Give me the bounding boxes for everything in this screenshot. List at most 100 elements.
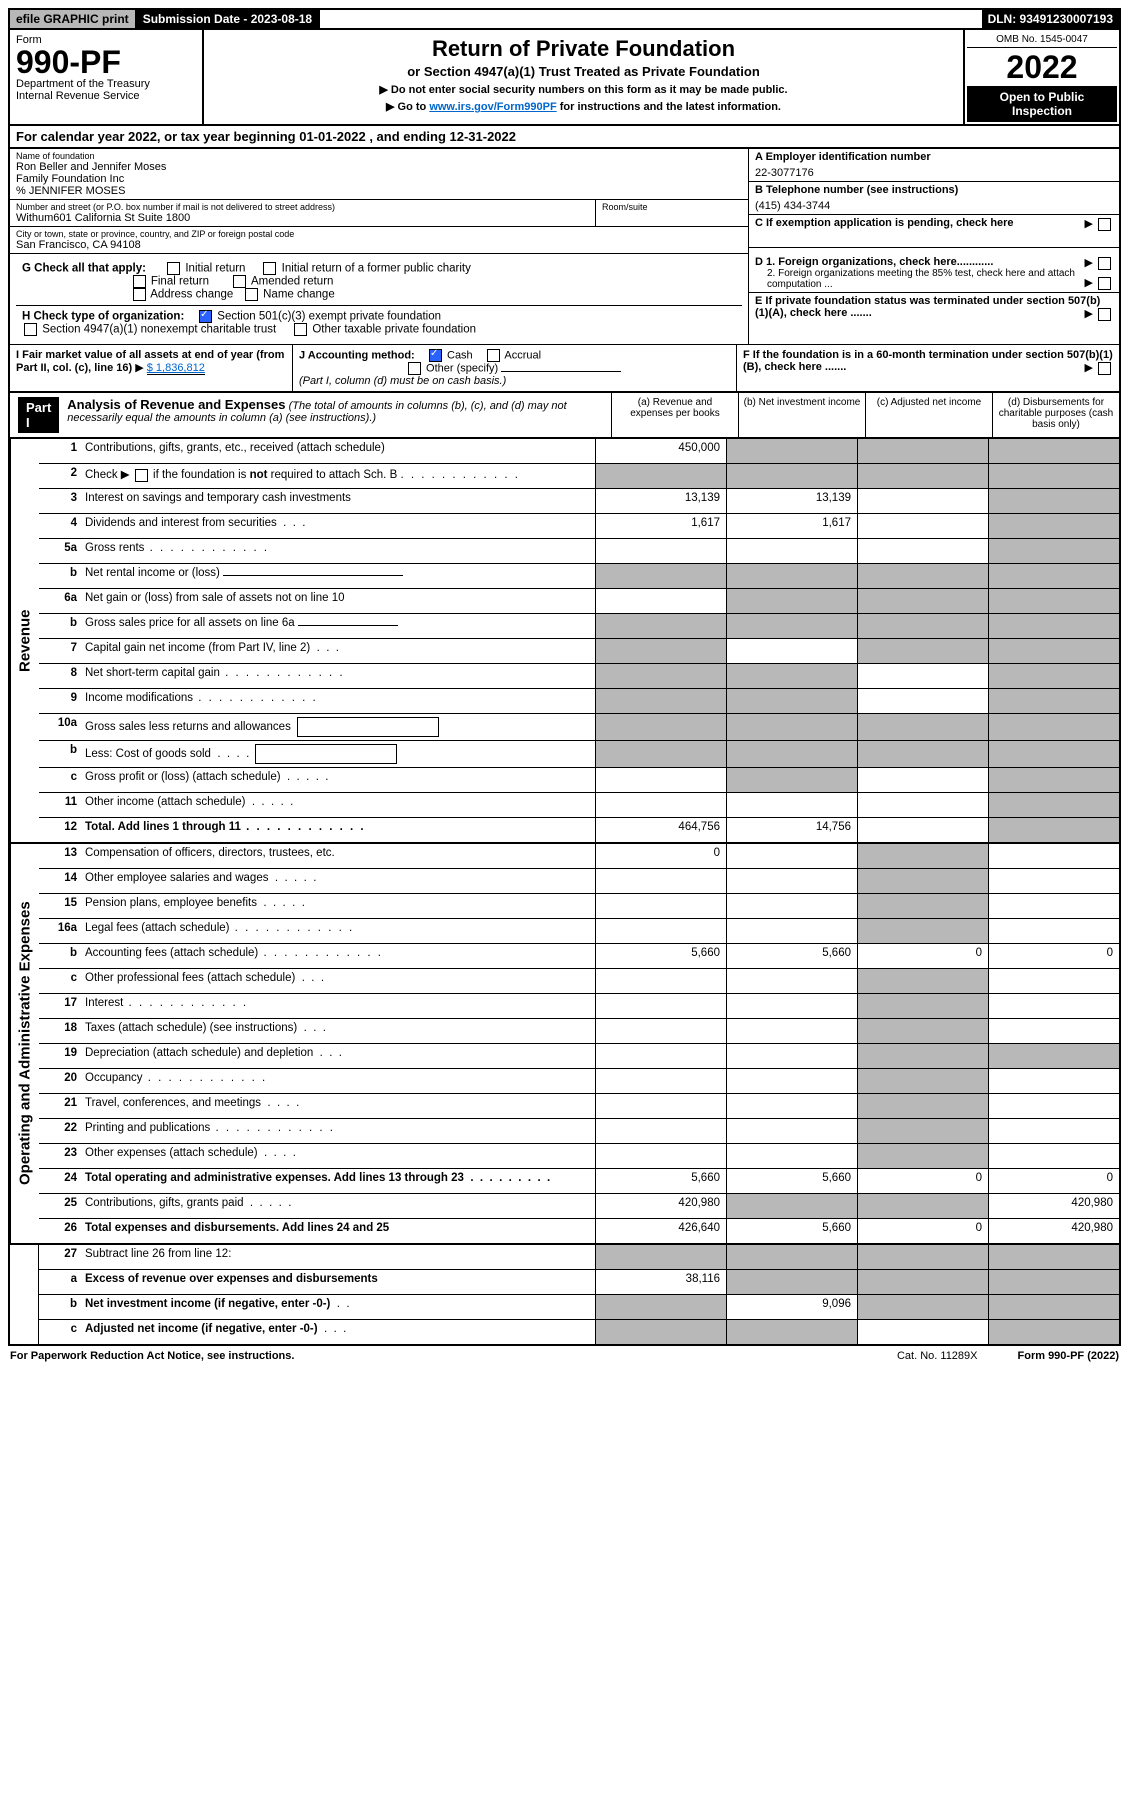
j-accrual-checkbox[interactable] (487, 349, 500, 362)
form-title: Return of Private Foundation (214, 36, 953, 62)
dept-line1: Department of the Treasury (16, 78, 196, 90)
form-subtitle: or Section 4947(a)(1) Trust Treated as P… (214, 64, 953, 79)
row-1-a: 450,000 (595, 439, 726, 463)
footer-left: For Paperwork Reduction Act Notice, see … (10, 1350, 294, 1362)
f-label: F If the foundation is in a 60-month ter… (743, 349, 1113, 373)
form-header: Form 990-PF Department of the Treasury I… (8, 30, 1121, 126)
revenue-section: Revenue 1Contributions, gifts, grants, e… (8, 439, 1121, 844)
j-note: (Part I, column (d) must be on cash basi… (299, 375, 506, 387)
j-other-checkbox[interactable] (408, 362, 421, 375)
col-a-header: (a) Revenue and expenses per books (611, 393, 738, 437)
footer-right: Form 990-PF (2022) (1018, 1350, 1120, 1362)
row-15-desc: Pension plans, employee benefits . . . .… (81, 894, 595, 918)
row-10c-desc: Gross profit or (loss) (attach schedule)… (81, 768, 595, 792)
row-23-desc: Other expenses (attach schedule) . . . . (81, 1144, 595, 1168)
expenses-section: Operating and Administrative Expenses 13… (8, 844, 1121, 1245)
address-value: Withum601 California St Suite 1800 (16, 212, 589, 224)
foundation-name-1: Ron Beller and Jennifer Moses (16, 161, 742, 173)
h-label: H Check type of organization: (22, 311, 184, 323)
g-label: G Check all that apply: (22, 263, 146, 275)
row-27c-desc: Adjusted net income (if negative, enter … (81, 1320, 595, 1344)
part1-header: Part I Analysis of Revenue and Expenses … (8, 393, 1121, 439)
omb-number: OMB No. 1545-0047 (967, 32, 1117, 48)
h-4947-checkbox[interactable] (24, 323, 37, 336)
tax-year: 2022 (967, 48, 1117, 86)
row-21-desc: Travel, conferences, and meetings . . . … (81, 1094, 595, 1118)
row-2-desc: Check ▶ if the foundation is not require… (81, 464, 595, 488)
row-4-desc: Dividends and interest from securities .… (81, 514, 595, 538)
row-5a-desc: Gross rents (81, 539, 595, 563)
row-25-desc: Contributions, gifts, grants paid . . . … (81, 1194, 595, 1218)
expenses-side-label: Operating and Administrative Expenses (10, 844, 39, 1243)
submission-date: Submission Date - 2023-08-18 (137, 10, 320, 28)
row-1-desc: Contributions, gifts, grants, etc., rece… (81, 439, 595, 463)
row-17-desc: Interest (81, 994, 595, 1018)
row-19-desc: Depreciation (attach schedule) and deple… (81, 1044, 595, 1068)
j-cash-checkbox[interactable] (429, 349, 442, 362)
row-24-desc: Total operating and administrative expen… (81, 1169, 595, 1193)
c-checkbox[interactable] (1098, 218, 1111, 231)
col-b-header: (b) Net investment income (738, 393, 865, 437)
row-16a-desc: Legal fees (attach schedule) (81, 919, 595, 943)
section-g-to-j: G Check all that apply: Initial return I… (8, 254, 1121, 393)
efile-label[interactable]: efile GRAPHIC print (10, 10, 137, 28)
foundation-name-2: Family Foundation Inc (16, 173, 742, 185)
dept-line2: Internal Revenue Service (16, 90, 196, 102)
row-12-desc: Total. Add lines 1 through 11 (81, 818, 595, 842)
ein-value: 22-3077176 (755, 163, 1113, 179)
d2-checkbox[interactable] (1098, 277, 1111, 290)
dln-label: DLN: 93491230007193 (982, 10, 1119, 28)
f-checkbox[interactable] (1098, 362, 1111, 375)
row-6a-desc: Net gain or (loss) from sale of assets n… (81, 589, 595, 613)
row-5b-desc: Net rental income or (loss) (81, 564, 595, 588)
d1-label: D 1. Foreign organizations, check here..… (755, 256, 993, 268)
row-27-desc: Subtract line 26 from line 12: (81, 1245, 595, 1269)
h-other-checkbox[interactable] (294, 323, 307, 336)
c-label: C If exemption application is pending, c… (755, 217, 1014, 229)
row-27a-desc: Excess of revenue over expenses and disb… (81, 1270, 595, 1294)
room-label: Room/suite (602, 202, 742, 212)
i-value[interactable]: $ 1,836,812 (147, 362, 205, 375)
revenue-side-label: Revenue (10, 439, 39, 842)
irs-link[interactable]: www.irs.gov/Form990PF (429, 101, 556, 113)
row-8-desc: Net short-term capital gain (81, 664, 595, 688)
g-address-checkbox[interactable] (133, 288, 146, 301)
row-16b-desc: Accounting fees (attach schedule) (81, 944, 595, 968)
row-7-desc: Capital gain net income (from Part IV, l… (81, 639, 595, 663)
name-label: Name of foundation (16, 151, 742, 161)
foundation-name-3: % JENNIFER MOSES (16, 185, 742, 197)
d2-label: 2. Foreign organizations meeting the 85%… (755, 268, 1113, 290)
part1-label: Part I (18, 397, 59, 433)
g-amended-checkbox[interactable] (233, 275, 246, 288)
e-label: E If private foundation status was termi… (755, 295, 1100, 319)
instr-no-ssn: ▶ Do not enter social security numbers o… (214, 83, 953, 96)
g-final-checkbox[interactable] (133, 275, 146, 288)
address-label: Number and street (or P.O. box number if… (16, 202, 589, 212)
city-label: City or town, state or province, country… (16, 229, 742, 239)
g-initial-checkbox[interactable] (167, 262, 180, 275)
row-3-desc: Interest on savings and temporary cash i… (81, 489, 595, 513)
col-d-header: (d) Disbursements for charitable purpose… (992, 393, 1119, 437)
row-11-desc: Other income (attach schedule) . . . . . (81, 793, 595, 817)
row-9-desc: Income modifications (81, 689, 595, 713)
line-27-section: 27Subtract line 26 from line 12: aExcess… (8, 1245, 1121, 1346)
row-26-desc: Total expenses and disbursements. Add li… (81, 1219, 595, 1243)
schb-checkbox[interactable] (135, 469, 148, 482)
row-10b-desc: Less: Cost of goods sold . . . . (81, 741, 595, 767)
d1-checkbox[interactable] (1098, 257, 1111, 270)
footer-mid: Cat. No. 11289X (897, 1350, 978, 1362)
part1-title: Analysis of Revenue and Expenses (67, 397, 285, 412)
entity-info: Name of foundation Ron Beller and Jennif… (8, 149, 1121, 254)
row-22-desc: Printing and publications (81, 1119, 595, 1143)
g-initial-former-checkbox[interactable] (263, 262, 276, 275)
form-number: 990-PF (16, 46, 196, 78)
h-501c3-checkbox[interactable] (199, 310, 212, 323)
city-value: San Francisco, CA 94108 (16, 239, 742, 251)
row-18-desc: Taxes (attach schedule) (see instruction… (81, 1019, 595, 1043)
row-13-desc: Compensation of officers, directors, tru… (81, 844, 595, 868)
row-27b-desc: Net investment income (if negative, ente… (81, 1295, 595, 1319)
e-checkbox[interactable] (1098, 308, 1111, 321)
row-14-desc: Other employee salaries and wages . . . … (81, 869, 595, 893)
ein-label: A Employer identification number (755, 151, 1113, 163)
g-name-checkbox[interactable] (245, 288, 258, 301)
